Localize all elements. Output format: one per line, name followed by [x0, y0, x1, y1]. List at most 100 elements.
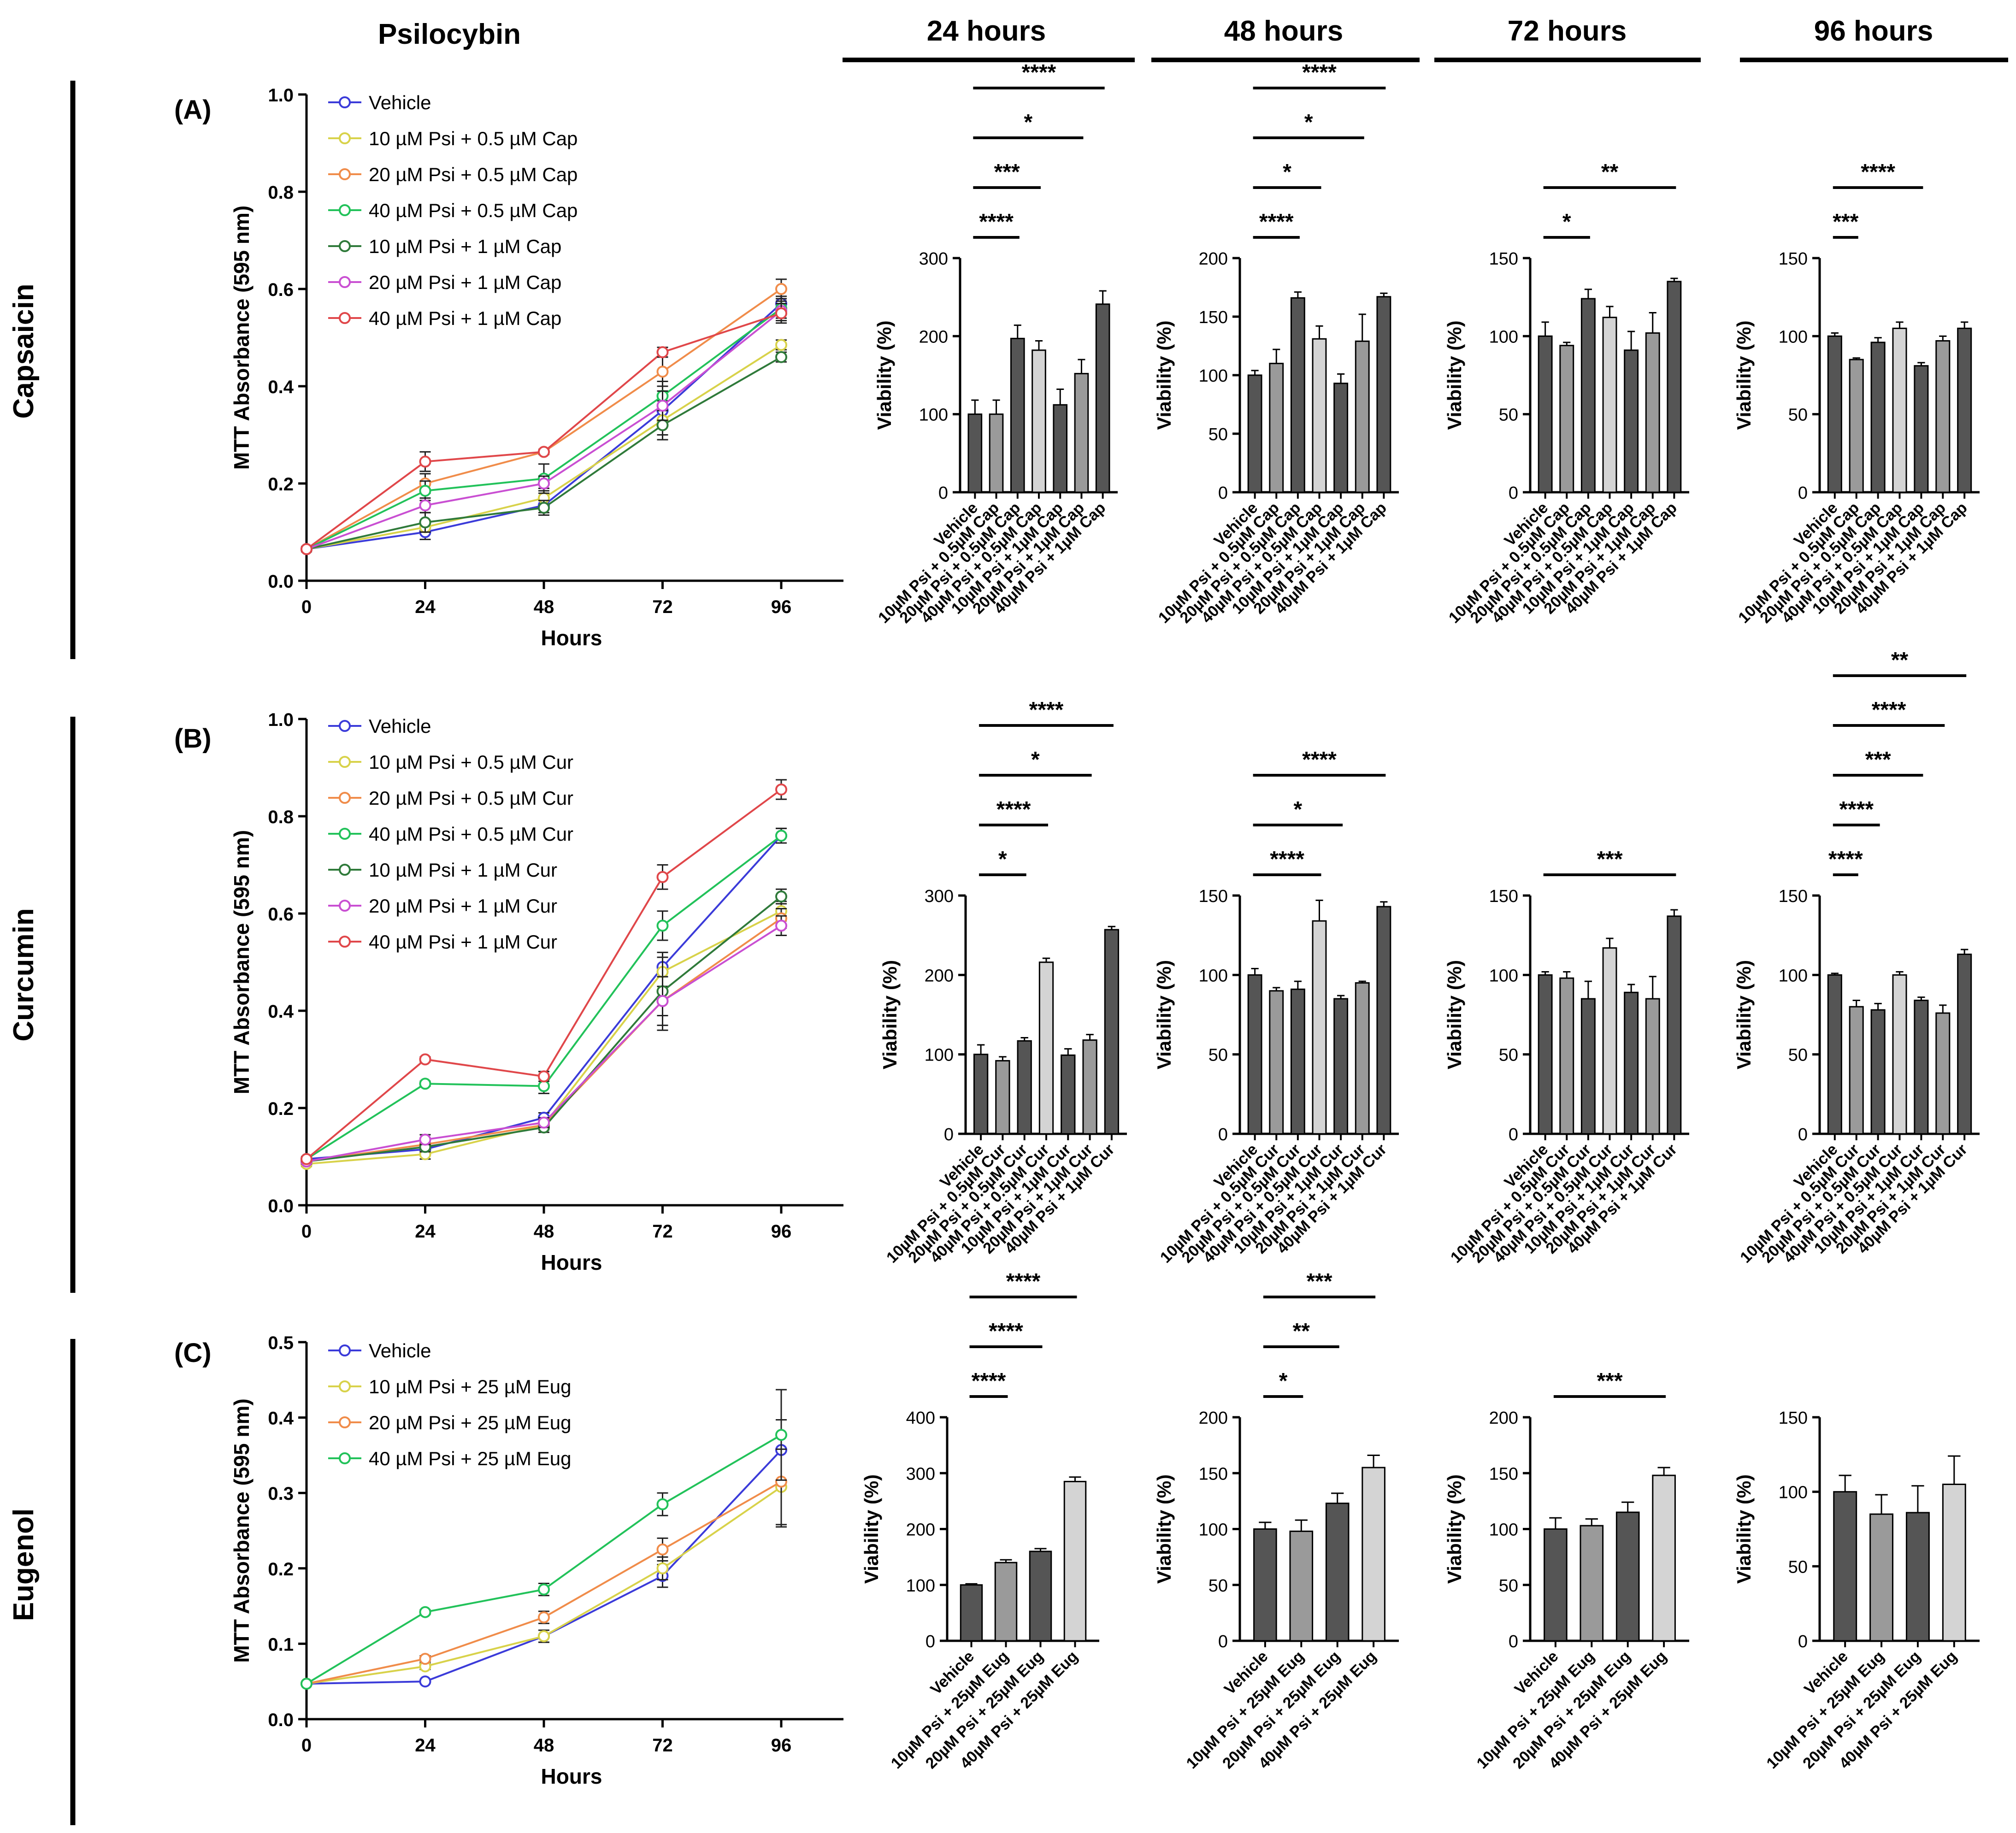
bar [1602, 317, 1617, 493]
legend-entry: 20 µM Psi + 1 µM Cur [328, 895, 557, 917]
bar [1074, 373, 1089, 493]
significance-bracket: *** [1833, 748, 1923, 777]
y-tick-label: 0 [1509, 1125, 1518, 1144]
bar [1580, 298, 1596, 493]
y-axis-label: Viability (%) [1444, 320, 1465, 430]
y-tick-label: 150 [1489, 249, 1518, 269]
significance-bracket: * [1253, 160, 1321, 189]
significance-bracket: **** [1833, 797, 1880, 826]
x-tick-label: 0 [301, 597, 312, 617]
data-point [419, 1078, 431, 1090]
y-tick-label: 0.3 [268, 1484, 294, 1504]
bar [960, 1584, 983, 1642]
data-point [419, 1653, 431, 1665]
bar [989, 413, 1004, 493]
y-axis-label: MTT Absorbance (595 nm) [230, 1398, 253, 1662]
significance-label: * [1283, 160, 1291, 184]
timepoint-header-72: 72 hours [1434, 15, 1701, 62]
bar [1957, 327, 1972, 493]
significance-label: *** [1597, 847, 1622, 872]
data-point [775, 830, 787, 842]
y-tick-label: 150 [1199, 308, 1228, 327]
bar [1362, 1467, 1385, 1642]
significance-bracket: **** [973, 210, 1020, 239]
legend-swatch-marker [339, 1416, 351, 1428]
bar [1935, 1012, 1951, 1135]
bar [1095, 303, 1110, 493]
bar [1032, 349, 1046, 493]
significance-bracket: ** [1543, 160, 1676, 189]
y-tick-label: 150 [1199, 1464, 1228, 1484]
significance-bracket: **** [969, 1269, 1077, 1298]
significance-bracket: **** [969, 1319, 1043, 1348]
significance-bracket: *** [1833, 210, 1859, 239]
row-label: Capsaicin [8, 284, 40, 419]
data-point [301, 543, 312, 555]
significance-label: **** [1861, 160, 1895, 184]
y-axis-label: MTT Absorbance (595 nm) [230, 206, 253, 470]
timepoint-label: 24 hours [927, 15, 1046, 47]
x-tick-label: 72 [652, 1221, 673, 1242]
y-tick-label: 0.5 [268, 1333, 294, 1353]
y-tick-label: 0 [1509, 1632, 1518, 1651]
y-tick-label: 100 [925, 1046, 954, 1065]
data-point [538, 477, 550, 489]
legend-swatch-marker [339, 900, 351, 912]
y-tick-label: 100 [1199, 1521, 1228, 1540]
significance-label: **** [1259, 210, 1294, 234]
data-point [775, 339, 787, 351]
y-tick-label: 50 [1499, 1046, 1518, 1065]
y-tick-label: 0.1 [268, 1634, 294, 1655]
series-line [306, 1434, 782, 1685]
y-tick-label: 100 [1199, 366, 1228, 386]
y-tick-label: 200 [1199, 1409, 1228, 1428]
line-chart-eugenol: 0.0 0.1 0.2 0.3 0.4 0.5 0 24 48 72 96 Hours MTT Abso… [230, 1333, 843, 1788]
series-2 [301, 1448, 787, 1690]
significance-bracket: **** [1253, 847, 1321, 876]
significance-label: * [1279, 1369, 1288, 1393]
series-line [306, 835, 782, 1160]
y-tick-label: 150 [1489, 1464, 1518, 1484]
bar-group: Vehicle [1801, 1474, 1857, 1698]
significance-bracket: *** [1553, 1369, 1666, 1398]
panel-label: (C) [174, 1338, 212, 1368]
x-tick-label: 0 [301, 1735, 312, 1756]
legend-label: 40 µM Psi + 25 µM Eug [369, 1448, 571, 1469]
data-point [656, 419, 669, 431]
y-axis-label: MTT Absorbance (595 nm) [230, 830, 253, 1094]
significance-label: *** [1865, 748, 1891, 772]
y-tick-label: 0 [938, 483, 948, 503]
bar [1827, 335, 1842, 493]
psilocybin-title: Psilocybin [378, 18, 521, 50]
legend-label: Vehicle [369, 715, 431, 737]
y-tick-label: 100 [1779, 1483, 1808, 1503]
data-point [419, 1053, 431, 1066]
significance-label: **** [1270, 847, 1304, 872]
legend-swatch-marker [339, 276, 351, 288]
data-point [538, 1583, 550, 1596]
bar [1290, 988, 1305, 1135]
data-point [538, 1080, 550, 1092]
y-axis-label: Viability (%) [861, 1474, 882, 1584]
y-tick-label: 100 [1779, 327, 1808, 347]
x-tick-label: 48 [534, 597, 554, 617]
x-tick-label: 96 [771, 1735, 792, 1756]
y-tick-label: 0 [1509, 483, 1518, 503]
legend-entry: 10 µM Psi + 1 µM Cap [328, 236, 561, 257]
bar [1017, 1040, 1032, 1135]
bar [1538, 974, 1553, 1135]
bar [1247, 974, 1262, 1135]
bar [1615, 1511, 1640, 1642]
x-tick-label: 0 [301, 1221, 312, 1242]
bar [1010, 337, 1025, 493]
data-point [656, 400, 669, 412]
x-tick-label: 24 [415, 597, 436, 617]
bar [995, 1060, 1010, 1135]
legend-entry: 10 µM Psi + 25 µM Eug [328, 1376, 571, 1397]
bar [1624, 349, 1639, 493]
y-tick-label: 1.0 [268, 710, 294, 730]
y-axis-label: Viability (%) [1444, 960, 1465, 1069]
